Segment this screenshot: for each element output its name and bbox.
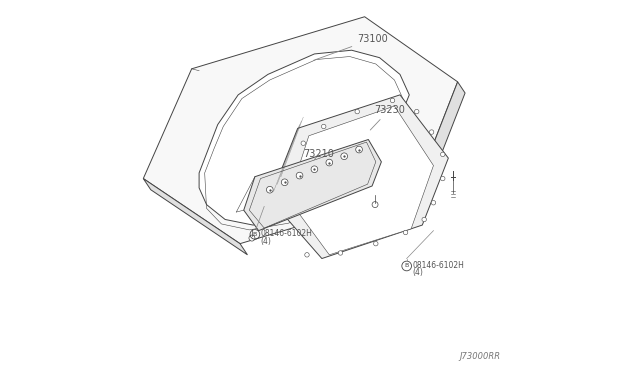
Circle shape — [305, 253, 309, 257]
Text: (4): (4) — [413, 268, 424, 277]
Circle shape — [431, 201, 436, 205]
Circle shape — [321, 124, 326, 129]
Text: 73210: 73210 — [303, 150, 334, 160]
Text: 73230: 73230 — [371, 105, 405, 130]
Circle shape — [374, 241, 378, 246]
Text: 08146-6102H: 08146-6102H — [413, 261, 465, 270]
Text: 08146-6102H: 08146-6102H — [261, 229, 313, 238]
Circle shape — [326, 159, 333, 166]
Circle shape — [296, 172, 303, 179]
Polygon shape — [199, 50, 410, 225]
Circle shape — [403, 230, 408, 235]
Text: B: B — [253, 232, 257, 237]
Circle shape — [290, 167, 294, 171]
Text: (4): (4) — [261, 237, 272, 246]
Circle shape — [280, 195, 285, 199]
Circle shape — [355, 109, 360, 114]
Circle shape — [390, 98, 395, 103]
Circle shape — [341, 153, 348, 160]
Polygon shape — [415, 82, 465, 203]
Polygon shape — [244, 140, 381, 231]
Circle shape — [440, 152, 445, 157]
Polygon shape — [270, 95, 449, 259]
Circle shape — [266, 186, 273, 193]
Circle shape — [422, 217, 426, 222]
Text: J73000RR: J73000RR — [460, 352, 500, 361]
Circle shape — [372, 202, 378, 208]
Circle shape — [429, 130, 434, 134]
Text: B: B — [404, 263, 409, 269]
Circle shape — [282, 179, 288, 186]
Circle shape — [440, 176, 445, 181]
Polygon shape — [143, 179, 248, 255]
Circle shape — [311, 166, 318, 173]
Polygon shape — [289, 106, 433, 255]
Polygon shape — [143, 17, 458, 244]
Circle shape — [415, 109, 419, 114]
Circle shape — [338, 251, 342, 255]
Circle shape — [249, 235, 255, 241]
Circle shape — [301, 141, 305, 145]
Text: 73100: 73100 — [314, 34, 388, 60]
Circle shape — [356, 146, 362, 153]
